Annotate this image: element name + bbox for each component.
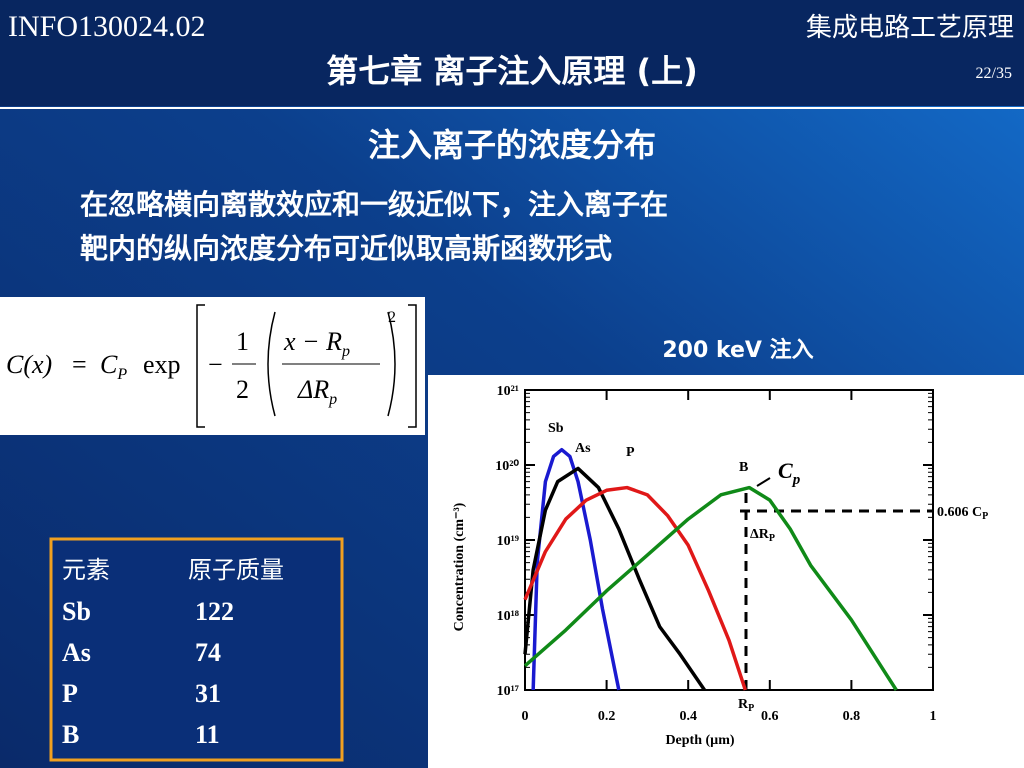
peak-label: Cp — [778, 458, 801, 488]
table-cell: 122 — [195, 597, 234, 626]
x-tick-label: 1 — [930, 709, 937, 724]
table-cell: 74 — [195, 638, 221, 667]
level-main: 0.606 C — [937, 505, 982, 520]
y-tick-label: 10¹⁸ — [497, 609, 519, 624]
delta-rp-main: ΔR — [750, 527, 770, 542]
table-header: 元素 — [62, 556, 110, 584]
delta-rp-sub: P — [769, 533, 775, 544]
table-box — [49, 537, 344, 762]
formula-den-sub: p — [328, 391, 337, 408]
peak-sub: p — [791, 472, 801, 488]
y-tick-label: 10¹⁹ — [497, 534, 519, 549]
peak-main: C — [778, 458, 793, 483]
series-label: B — [739, 460, 748, 475]
formula-lhs: C(x) — [6, 350, 52, 379]
formula-cp-main: C — [100, 350, 118, 379]
formula-one: 1 — [236, 327, 249, 356]
formula-cp-sub: P — [116, 366, 127, 383]
formula: C(x) = CP exp − 1 2 x − Rp ΔRp 2 — [0, 297, 425, 435]
annotation-lines — [740, 490, 933, 690]
formula-den: ΔRp — [297, 375, 337, 408]
x-tick-label: 0 — [522, 709, 529, 724]
level-label: 0.606 CP — [937, 505, 988, 522]
body-line: 靶内的纵向浓度分布可近似取高斯函数形式 — [80, 232, 612, 265]
y-axis-label: Concentration (cm⁻³) — [452, 502, 467, 631]
course-code: INFO130024.02 — [8, 10, 206, 43]
formula-num-sub: p — [341, 343, 350, 360]
x-tick-label: 0.8 — [843, 709, 861, 724]
series-line — [523, 485, 747, 691]
paren — [267, 311, 396, 417]
bracket — [196, 304, 417, 428]
series-line — [523, 466, 706, 691]
slide-title: 第七章 离子注入原理 (上) — [326, 52, 698, 90]
formula-exp: exp — [143, 350, 181, 379]
formula-num-main: x − R — [283, 327, 342, 356]
level-sub: P — [982, 511, 988, 522]
series-label: Sb — [548, 421, 564, 436]
body-line: 在忽略横向离散效应和一级近似下，注入离子在 — [80, 188, 668, 221]
chart-title: 200 keV 注入 — [662, 337, 813, 363]
header-bar — [0, 0, 1024, 106]
y-tick-label: 10²⁰ — [495, 459, 519, 474]
formula-den-main: ΔR — [297, 375, 329, 404]
y-tick-label: 10²¹ — [497, 384, 519, 399]
series-label: As — [575, 441, 591, 456]
formula-power: 2 — [388, 309, 396, 326]
table-cell: P — [62, 679, 78, 708]
table-cell: As — [62, 638, 91, 667]
x-tick-label: 0.6 — [761, 709, 779, 724]
formula-minus: − — [208, 350, 223, 379]
section-title: 注入离子的浓度分布 — [368, 126, 656, 164]
formula-box — [0, 297, 425, 435]
x-tick-label: 0.4 — [679, 709, 697, 724]
series-label: P — [626, 445, 635, 460]
series-line — [523, 485, 898, 691]
x-tick-label: 0.2 — [598, 709, 616, 724]
formula-eq: = — [72, 350, 87, 379]
course-name: 集成电路工艺原理 — [806, 13, 1014, 43]
rp-sub: P — [748, 703, 754, 714]
y-tick-label: 10¹⁷ — [497, 684, 519, 699]
table-cell: Sb — [62, 597, 91, 626]
peak-arrow — [756, 477, 771, 487]
page-number: 22/35 — [976, 65, 1012, 82]
table-header: 原子质量 — [188, 556, 284, 584]
formula-two: 2 — [236, 375, 249, 404]
chart-panel — [428, 375, 1024, 768]
table-cell: B — [62, 720, 79, 749]
formula-cp: CP — [100, 350, 127, 383]
table-cell: 11 — [195, 720, 220, 749]
formula-num: x − Rp — [283, 327, 350, 360]
rp-main: R — [738, 697, 749, 712]
rp-label: RP — [738, 697, 754, 714]
table-cell: 31 — [195, 679, 221, 708]
delta-rp-label: ΔRP — [750, 527, 775, 544]
x-axis-label: Depth (µm) — [665, 733, 734, 748]
